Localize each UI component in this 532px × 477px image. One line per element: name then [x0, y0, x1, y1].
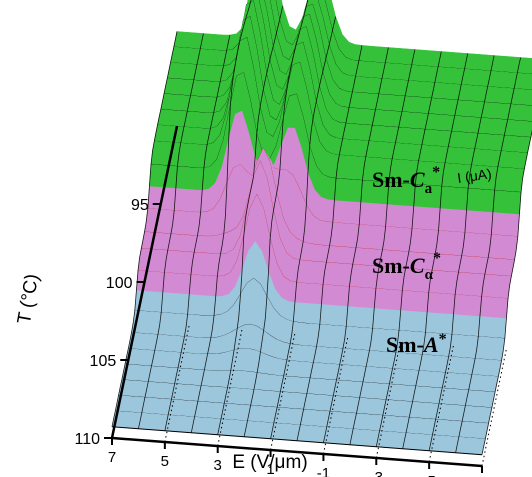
- iso-field-line: [455, 57, 521, 453]
- x-tick-label: 1: [266, 461, 274, 477]
- iso-field-line: [375, 51, 442, 447]
- y-tick-label: 95: [131, 197, 149, 214]
- surface-plot: [111, 0, 532, 456]
- iso-field-line: [217, 5, 284, 435]
- x-axis-label: E (V/μm): [232, 452, 307, 473]
- z-axis-label: I (μA): [456, 165, 492, 186]
- y-axis-label: T (°C): [14, 272, 43, 325]
- axes-group: E (V/μm) T (°C) I (μA) 7531-1-3-5-795100…: [14, 125, 507, 477]
- x-dotted-guide: [375, 340, 402, 459]
- iso-field-line: [138, 33, 204, 429]
- iso-field-line: [190, 0, 252, 433]
- iso-field-line: [349, 49, 416, 445]
- iso-field-line: [402, 53, 469, 449]
- iso-field-line: [323, 47, 389, 443]
- phase-labels: Sm-A* Sm-Cα* Sm-Ca*: [372, 164, 447, 357]
- x-dotted-guide: [217, 328, 243, 447]
- x-tick-label: 5: [161, 453, 169, 470]
- x-dotted-guide: [481, 348, 507, 467]
- x-dotted-guide: [164, 324, 190, 443]
- x-dotted-guide: [322, 336, 349, 455]
- iso-field-line: [296, 45, 363, 441]
- y-tick-label: 105: [90, 353, 117, 370]
- x-axis-line: [111, 436, 483, 468]
- iso-field-line: [243, 0, 309, 437]
- x-dotted-guide: [270, 332, 296, 451]
- iso-field-line: [164, 35, 231, 431]
- iso-field-line: [270, 16, 336, 439]
- x-tick-label: 3: [214, 457, 222, 474]
- iso-field-line: [481, 129, 532, 455]
- y-tick-label: 100: [106, 275, 133, 292]
- phase-label: Sm-Cα*: [372, 250, 441, 283]
- phase-label: Sm-A*: [386, 331, 447, 357]
- iso-field-line: [428, 55, 495, 451]
- x-tick-label: -3: [370, 469, 383, 477]
- x-dotted-guide: [428, 344, 455, 463]
- y-tick-label: 110: [74, 431, 100, 448]
- iso-field-line: [111, 31, 178, 427]
- x-dotted-guide: [111, 320, 137, 439]
- phase-label: Sm-Ca*: [372, 164, 440, 197]
- x-tick-label: 7: [108, 449, 116, 466]
- x-tick-label: -5: [422, 473, 435, 477]
- x-tick-label: -1: [317, 465, 330, 477]
